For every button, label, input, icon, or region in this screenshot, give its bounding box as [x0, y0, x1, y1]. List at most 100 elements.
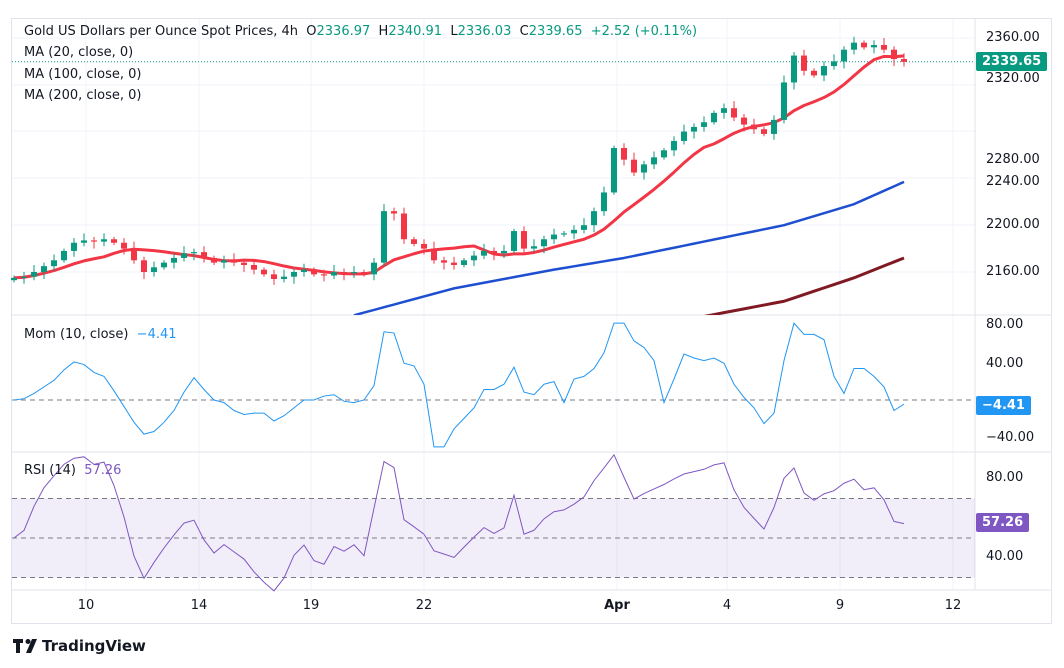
tradingview-logo[interactable]: TradingView — [13, 637, 146, 655]
close-label: C — [519, 24, 529, 39]
candle — [681, 131, 687, 141]
rsi-legend[interactable]: RSI (14) 57.26 — [24, 463, 121, 478]
candle — [61, 250, 67, 261]
price-tick: 2360.00 — [986, 30, 1040, 45]
mom-tick: 40.00 — [986, 356, 1024, 371]
candle — [811, 70, 817, 76]
candle — [401, 213, 407, 240]
candle — [141, 260, 147, 272]
candle — [11, 277, 17, 281]
candle — [351, 272, 357, 274]
candle — [231, 260, 237, 263]
candle — [161, 262, 167, 268]
candle — [841, 49, 847, 62]
candle — [901, 59, 907, 62]
change-value: +2.52 (+0.11%) — [590, 24, 698, 39]
candle — [861, 42, 867, 48]
price-tick: 2200.00 — [986, 217, 1040, 232]
candle — [741, 117, 747, 125]
ma20-legend[interactable]: MA (20, close, 0) — [24, 45, 134, 60]
candle — [651, 157, 657, 165]
candle — [151, 267, 157, 272]
candle — [381, 211, 387, 263]
candle — [761, 129, 767, 134]
candle — [271, 274, 277, 280]
price-tick: 2160.00 — [986, 264, 1040, 279]
mom-label: Mom (10, close) — [24, 327, 129, 342]
rsi-label: RSI (14) — [24, 463, 76, 478]
candle — [521, 231, 527, 249]
candle — [421, 243, 427, 249]
date-label: 14 — [190, 598, 208, 613]
date-label: 19 — [302, 598, 320, 613]
candle — [781, 82, 787, 120]
candle — [411, 239, 417, 244]
candle — [121, 242, 127, 249]
ma100-legend[interactable]: MA (100, close, 0) — [24, 67, 142, 82]
candle — [81, 240, 87, 243]
low-value: 2336.03 — [457, 24, 512, 39]
candle — [511, 231, 517, 251]
candle — [181, 253, 187, 258]
low-label: L — [450, 24, 458, 39]
candle — [661, 150, 667, 158]
mom-line — [13, 322, 905, 448]
candle — [641, 164, 647, 173]
candle — [451, 262, 457, 265]
ma200-legend[interactable]: MA (200, close, 0) — [24, 88, 142, 103]
candle — [701, 122, 707, 127]
candle — [721, 108, 727, 113]
candle — [501, 250, 507, 254]
candle — [201, 252, 207, 258]
ma200-line — [703, 256, 905, 315]
date-label: 4 — [722, 598, 732, 613]
tradingview-logo-icon — [13, 639, 37, 653]
candle — [631, 159, 637, 173]
candle — [261, 269, 267, 275]
rsi-tick: 40.00 — [986, 549, 1024, 564]
candle — [671, 140, 677, 151]
candle — [491, 250, 497, 254]
high-label: H — [378, 24, 389, 39]
candle — [471, 255, 477, 261]
candle — [291, 272, 297, 277]
candle — [301, 269, 307, 272]
candle — [371, 262, 377, 275]
ma100-line — [353, 180, 905, 315]
ohlc-legend: Gold US Dollars per Ounce Spot Prices, 4… — [24, 24, 697, 39]
chart-frame — [11, 18, 1052, 624]
candle — [551, 234, 557, 240]
candle — [771, 119, 777, 134]
candle — [531, 246, 537, 249]
candle — [41, 266, 47, 272]
rsi-line — [13, 453, 905, 592]
candle — [621, 147, 627, 160]
high-value: 2340.91 — [388, 24, 443, 39]
mom-tick: 80.00 — [986, 317, 1024, 332]
mom-tick: −40.00 — [986, 430, 1035, 445]
candle — [481, 250, 487, 256]
brand-name: TradingView — [42, 637, 146, 655]
candle — [881, 45, 887, 50]
candle — [691, 126, 697, 132]
candle — [331, 272, 337, 276]
price-tick: 2320.00 — [986, 71, 1040, 86]
candle — [441, 260, 447, 263]
candle — [71, 242, 77, 251]
date-label: 9 — [835, 598, 845, 613]
price-tag: 2339.65 — [976, 52, 1048, 71]
candle — [571, 229, 577, 234]
candle — [321, 274, 327, 276]
candle — [341, 272, 347, 274]
candle — [561, 233, 567, 235]
candle — [751, 124, 757, 130]
candle — [211, 257, 217, 263]
candle — [221, 260, 227, 263]
date-label: 22 — [415, 598, 433, 613]
symbol-title: Gold US Dollars per Ounce Spot Prices, 4… — [24, 24, 298, 39]
mom-legend[interactable]: Mom (10, close) −4.41 — [24, 327, 177, 342]
candle — [611, 147, 617, 193]
candle — [171, 257, 177, 263]
